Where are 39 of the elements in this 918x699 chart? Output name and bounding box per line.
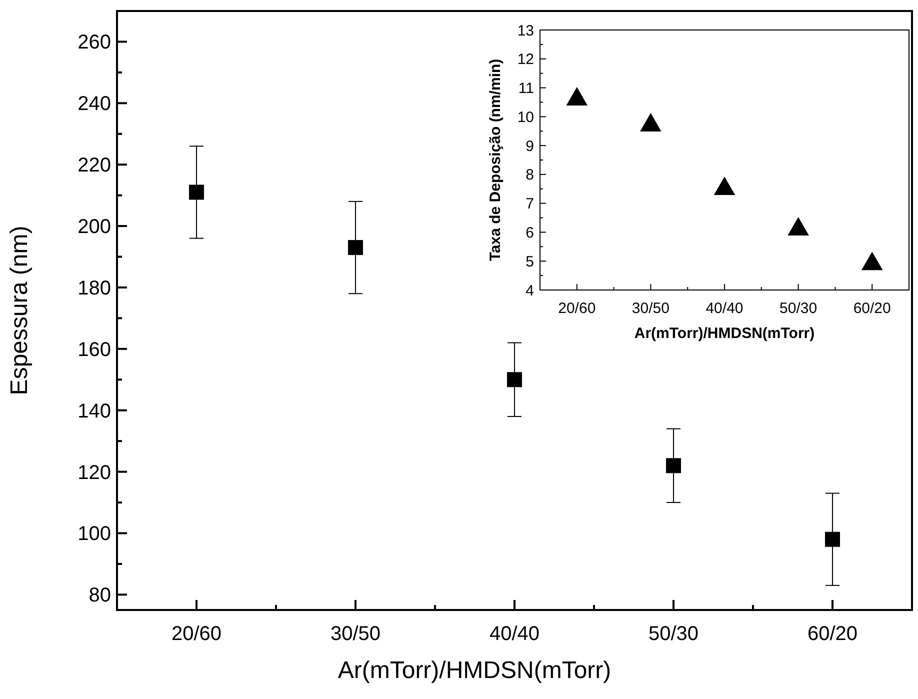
point	[825, 532, 840, 547]
x-tick-label: 30/50	[330, 623, 381, 645]
x-axis-title: Ar(mTorr)/HMDSN(mTorr)	[338, 657, 612, 684]
y-tick-label: 120	[78, 462, 111, 484]
y-tick-label: 5	[526, 253, 534, 270]
x-tick-label: 20/60	[171, 623, 222, 645]
y-tick-label: 80	[88, 584, 111, 607]
point	[189, 184, 204, 200]
y-tick-label: 9	[526, 138, 534, 155]
x-tick-label: 50/30	[648, 623, 699, 645]
y-tick-label: 200	[78, 216, 111, 238]
y-tick-label: 11	[518, 80, 534, 98]
y-tick-label: 13	[517, 22, 534, 40]
point	[666, 458, 681, 474]
y-axis-title: Espessura (nm)	[6, 226, 33, 396]
y-tick-label: 8	[526, 166, 534, 184]
point	[348, 240, 363, 256]
x-tick-label: 60/20	[853, 300, 891, 317]
y-tick-label: 140	[78, 400, 111, 422]
y-tick-label: 160	[78, 338, 111, 361]
y-tick-label: 240	[78, 93, 111, 116]
x-axis-title: Ar(mTorr)/HMDSN(mTorr)	[634, 325, 815, 342]
y-tick-label: 12	[517, 51, 534, 68]
y-tick-label: 100	[78, 523, 111, 546]
y-axis-title: Taxa de Deposição (nm/min)	[487, 58, 504, 262]
y-tick-label: 260	[78, 32, 111, 54]
y-tick-label: 220	[78, 154, 111, 177]
y-tick-label: 10	[517, 108, 534, 126]
y-tick-label: 4	[526, 282, 534, 300]
x-tick-label: 60/20	[807, 623, 858, 645]
y-tick-label: 180	[78, 277, 111, 300]
x-tick-label: 50/30	[780, 300, 818, 317]
x-tick-label: 20/60	[558, 300, 596, 317]
y-tick-label: 6	[526, 224, 534, 242]
x-tick-label: 40/40	[706, 300, 744, 317]
y-tick-label: 7	[526, 196, 534, 213]
x-tick-label: 30/50	[632, 300, 670, 317]
point	[507, 372, 522, 388]
x-tick-label: 40/40	[489, 623, 540, 645]
